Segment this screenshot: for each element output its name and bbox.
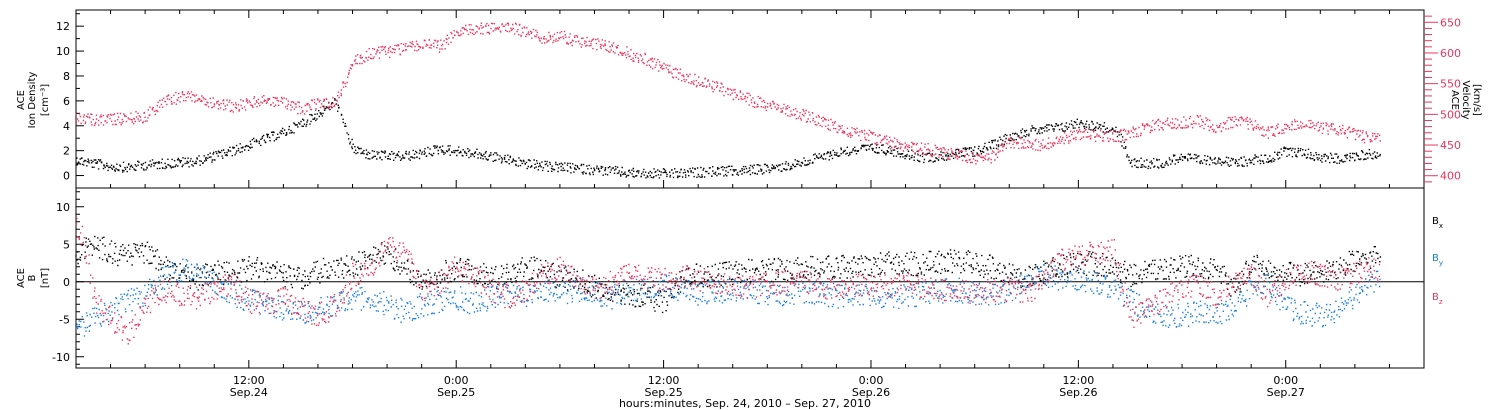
x-tick-time: 0:00 [1273, 374, 1298, 387]
velocity-axis-title: ACE [1449, 90, 1460, 110]
velocity-tick-label: 400 [1440, 170, 1461, 183]
x-axis-labels: 12:00Sep.240:00Sep.2512:00Sep.250:00Sep.… [230, 374, 1305, 399]
b-field-tick-label: -5 [59, 313, 70, 326]
legend-bz: Bz [1432, 292, 1443, 306]
x-tick-date: Sep.25 [437, 386, 475, 399]
density-axis-title: Ion Density [27, 72, 38, 129]
x-tick-date: Sep.26 [852, 386, 890, 399]
legend-subscript: z [1439, 298, 1443, 306]
density-tick-label: 12 [56, 20, 70, 33]
b-field-tick-label: 10 [56, 201, 70, 214]
density-tick-label: 0 [63, 170, 70, 183]
x-tick-time: 12:00 [1063, 374, 1095, 387]
b-field-axis-title: [nT] [40, 268, 51, 288]
density-tick-label: 6 [63, 95, 70, 108]
x-tick-date: Sep.26 [1059, 386, 1097, 399]
density-tick-label: 2 [63, 145, 70, 158]
bottom-panel-frame [75, 187, 1425, 369]
density-tick-label: 8 [63, 70, 70, 83]
velocity-tick-label: 600 [1440, 47, 1461, 60]
x-axis-title: hours:minutes, Sep. 24, 2010 – Sep. 27, … [619, 397, 871, 410]
b-field-tick-label: 0 [63, 276, 70, 289]
x-tick-date: Sep.25 [644, 386, 682, 399]
legend-subscript: x [1439, 222, 1443, 230]
density-tick-label: 10 [56, 45, 70, 58]
legend-by: By [1432, 253, 1443, 267]
velocity-axis-title: [km/s] [1471, 84, 1482, 116]
velocity-axis-title: Velocity [1460, 80, 1471, 119]
ion-density-points [76, 98, 1381, 179]
top-panel-frame [75, 9, 1425, 189]
x-tick-time: 0:00 [859, 374, 884, 387]
velocity-points [75, 22, 1381, 165]
b-field-axis-title: ACE [16, 268, 27, 288]
x-tick-date: Sep.27 [1267, 386, 1305, 399]
x-tick-time: 12:00 [233, 374, 265, 387]
velocity-tick-label: 550 [1440, 78, 1461, 91]
b-field-tick-label: 5 [63, 238, 70, 251]
series-bx-points [75, 235, 1382, 314]
legend-subscript: y [1439, 259, 1443, 267]
x-tick-time: 0:00 [444, 374, 469, 387]
legend-symbol: B [1432, 216, 1439, 227]
x-tick-time: 12:00 [648, 374, 680, 387]
b-field-tick-label: -10 [52, 351, 70, 364]
b-field-axis-title: B [27, 274, 38, 281]
density-tick-label: 4 [63, 120, 70, 133]
legend-bx: Bx [1432, 216, 1443, 230]
density-axis-title: ACE [16, 90, 27, 110]
density-axis-title: [cm⁻³] [40, 84, 51, 116]
velocity-tick-label: 500 [1440, 108, 1461, 121]
x-tick-date: Sep.24 [230, 386, 268, 399]
series-by-points [76, 258, 1381, 337]
series-bz-points [75, 217, 1381, 345]
legend-symbol: B [1432, 292, 1439, 303]
legend-symbol: B [1432, 253, 1439, 264]
velocity-tick-label: 450 [1440, 139, 1461, 152]
velocity-tick-label: 650 [1440, 16, 1461, 29]
